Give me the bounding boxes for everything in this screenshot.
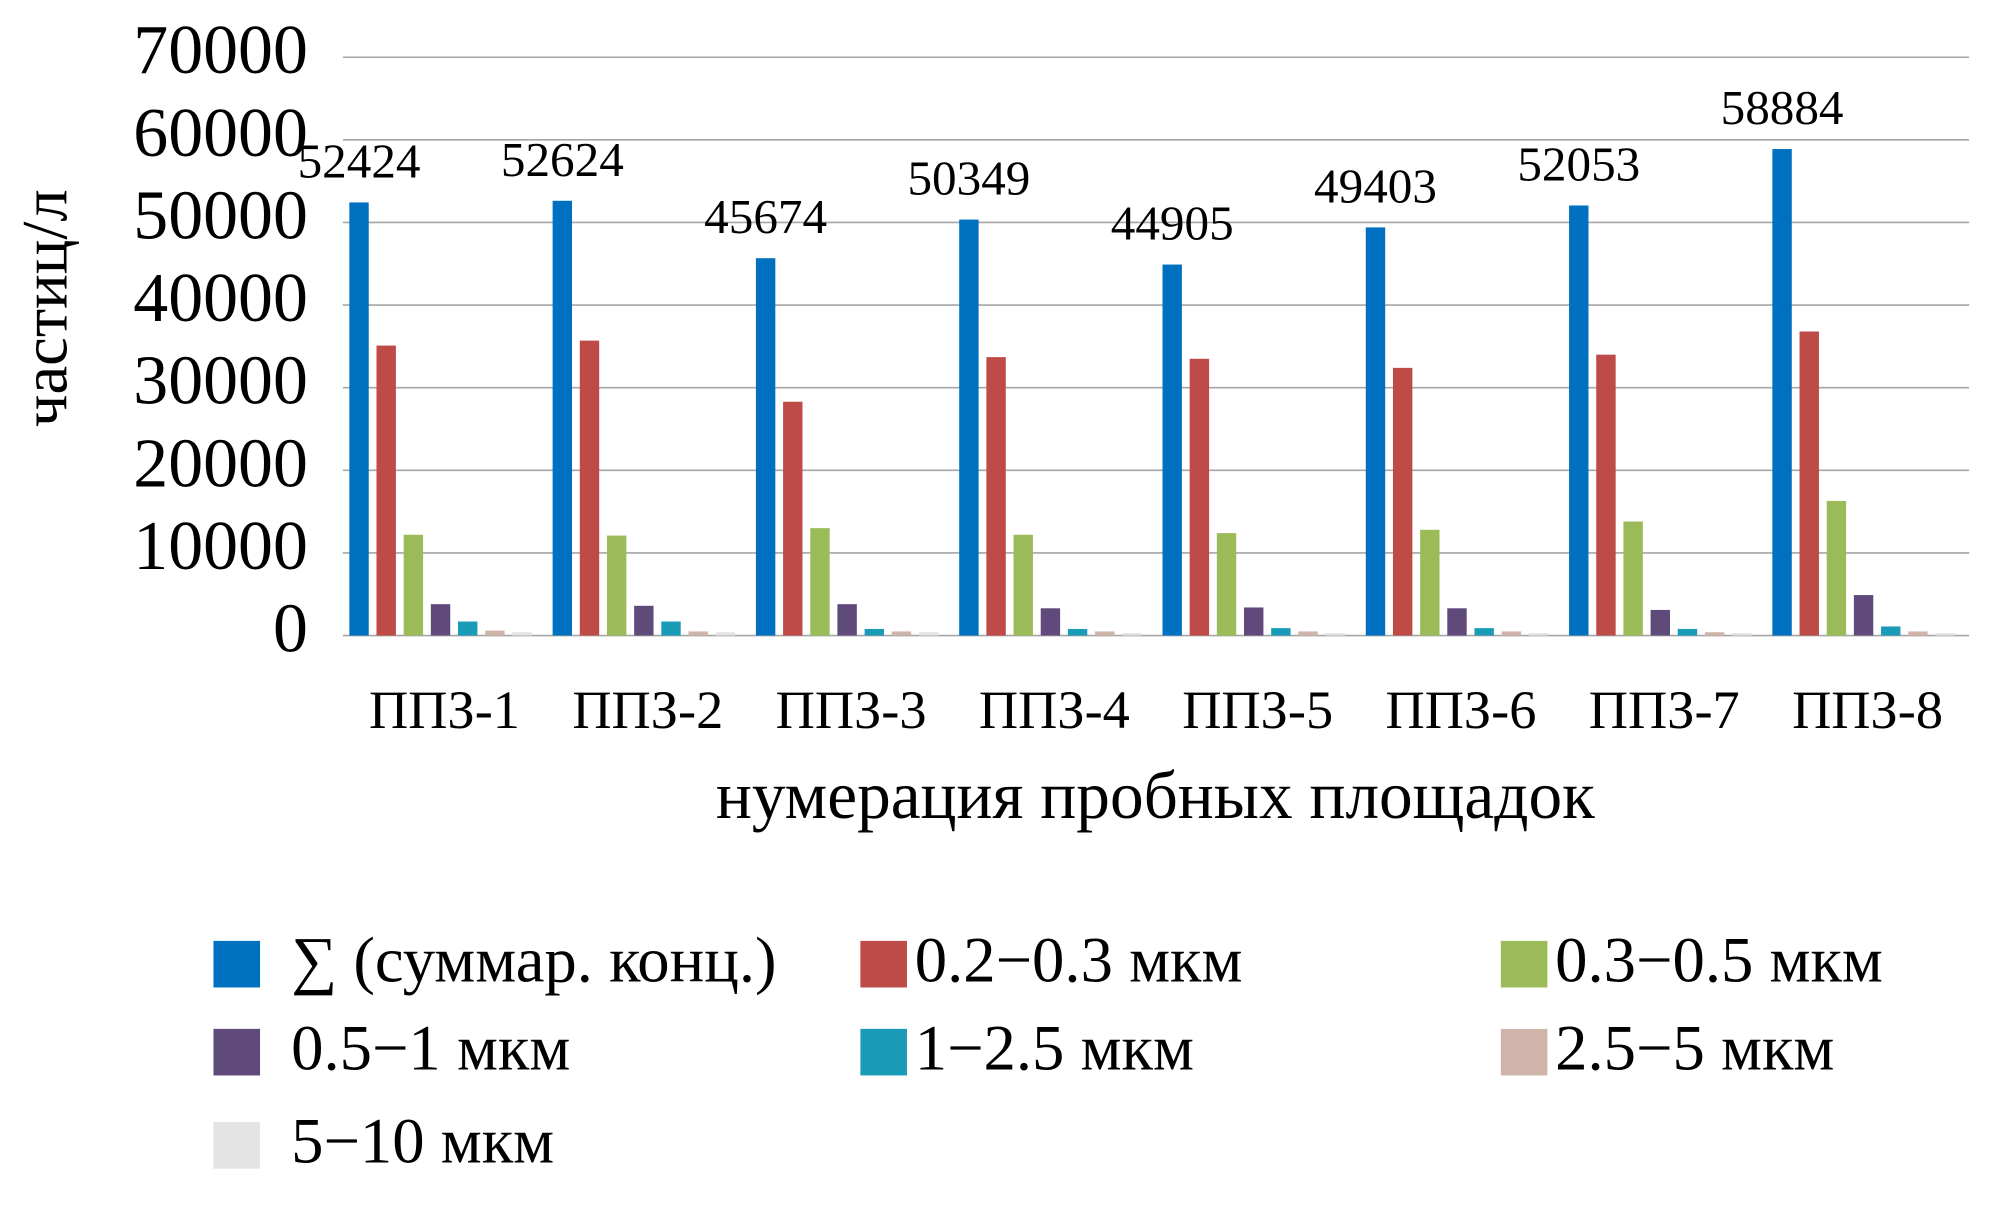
x-tick-label: ППЗ-2	[572, 680, 723, 740]
bar	[688, 631, 708, 636]
bar	[376, 345, 396, 636]
x-tick-label: ППЗ-6	[1385, 680, 1536, 740]
bar	[512, 632, 532, 636]
x-tick-label: ППЗ-3	[776, 680, 927, 740]
bar	[1067, 628, 1088, 636]
bar	[918, 632, 939, 636]
bar	[1095, 631, 1115, 636]
bar	[1216, 533, 1237, 636]
data-label: 58884	[1721, 80, 1844, 135]
legend-label: 0.2−0.3 мкм	[915, 924, 1243, 996]
legend-swatch	[1500, 940, 1548, 988]
bar	[810, 528, 830, 636]
bar	[1325, 633, 1345, 636]
data-label: 50349	[907, 151, 1030, 206]
bar	[1501, 631, 1522, 636]
bar	[485, 630, 505, 636]
bar	[661, 621, 681, 636]
bar	[959, 219, 979, 636]
legend-label: 1−2.5 мкм	[915, 1012, 1194, 1084]
y-tick-label: 30000	[133, 343, 308, 420]
x-tick-label: ППЗ-4	[979, 680, 1130, 740]
bar	[1189, 358, 1210, 636]
bar	[1732, 633, 1752, 636]
bar	[1853, 595, 1874, 636]
bar	[1935, 633, 1955, 636]
bar	[1826, 500, 1847, 636]
bar	[634, 605, 654, 636]
bar	[986, 357, 1006, 636]
bar	[403, 534, 424, 636]
bar	[1569, 205, 1589, 636]
x-axis-title: нумерация пробных площадок	[716, 758, 1595, 833]
bar	[1447, 608, 1467, 636]
bar	[1244, 607, 1264, 636]
bar	[1298, 631, 1318, 636]
legend-label: ∑ (суммар. конц.)	[291, 924, 776, 996]
x-tick-label: ППЗ-8	[1792, 680, 1943, 740]
bar	[1420, 529, 1440, 636]
legend-swatch	[1500, 1028, 1548, 1076]
bar	[1650, 609, 1670, 636]
y-axis-title: частиц/л	[9, 189, 81, 427]
legend-swatch	[213, 1028, 261, 1076]
bar	[458, 621, 478, 636]
legend-swatch	[860, 1028, 907, 1076]
data-label: 45674	[704, 189, 827, 244]
bar	[606, 535, 627, 636]
y-tick-label: 70000	[133, 12, 308, 89]
y-tick-label: 50000	[133, 177, 308, 254]
x-tick-label: ППЗ-7	[1589, 680, 1740, 740]
bar	[1799, 331, 1819, 636]
bar	[1474, 628, 1494, 636]
bar	[1271, 628, 1291, 636]
x-tick-label: ППЗ-5	[1182, 680, 1333, 740]
bar	[1908, 631, 1928, 636]
data-label: 52053	[1517, 137, 1640, 192]
bar	[579, 340, 600, 636]
bar	[1772, 149, 1792, 636]
bar	[1392, 367, 1413, 636]
bar	[1365, 227, 1386, 636]
x-tick-label: ППЗ-1	[369, 680, 520, 740]
y-tick-label: 20000	[133, 425, 308, 502]
bar	[1677, 628, 1698, 636]
data-label: 52424	[298, 133, 421, 188]
y-tick-label: 60000	[133, 95, 308, 172]
bar	[891, 631, 912, 636]
bar	[715, 632, 736, 636]
legend-swatch	[213, 1122, 261, 1169]
data-label: 49403	[1314, 158, 1437, 213]
y-tick-label: 10000	[133, 508, 308, 585]
y-tick-label: 40000	[133, 260, 308, 337]
bar	[837, 604, 857, 636]
bar	[1623, 521, 1643, 636]
legend-swatch	[213, 940, 261, 988]
legend-label: 5−10 мкм	[291, 1105, 554, 1177]
legend-label: 2.5−5 мкм	[1555, 1012, 1834, 1084]
legend-swatch	[860, 940, 907, 988]
bar	[1881, 626, 1901, 636]
bar	[755, 258, 776, 636]
data-label: 52624	[501, 132, 624, 187]
bar	[1040, 608, 1061, 636]
bar	[1704, 632, 1725, 636]
bar	[349, 202, 369, 636]
bar	[1162, 264, 1182, 636]
legend-label: 0.5−1 мкм	[291, 1012, 570, 1084]
y-tick-label: 0	[273, 591, 308, 668]
bar	[864, 628, 884, 636]
bar	[1013, 534, 1033, 636]
bar	[1596, 354, 1616, 636]
data-label: 44905	[1111, 196, 1234, 251]
bar	[430, 604, 451, 636]
bar	[1528, 633, 1549, 636]
bar	[783, 401, 803, 636]
bar	[552, 200, 573, 636]
bar	[1122, 633, 1142, 636]
legend-label: 0.3−0.5 мкм	[1555, 924, 1883, 996]
